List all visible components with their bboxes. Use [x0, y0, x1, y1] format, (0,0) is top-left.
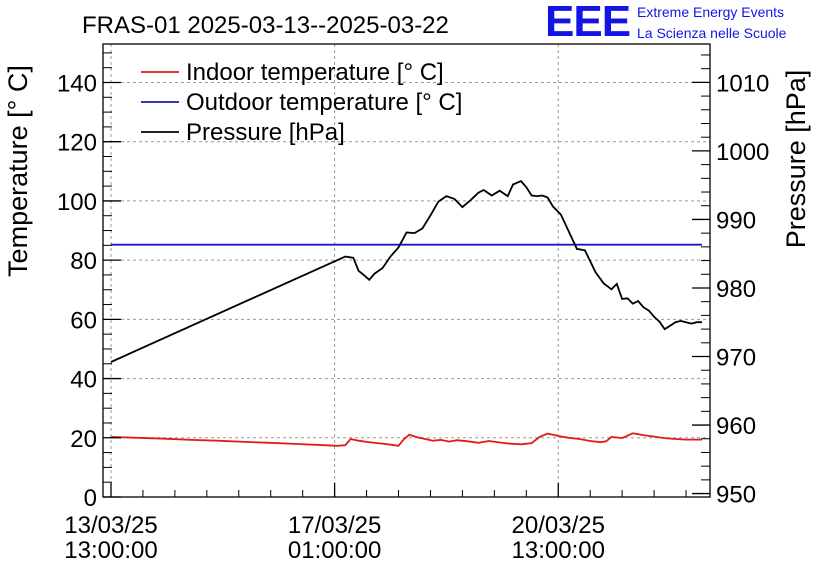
- y-tick-label: 80: [70, 248, 97, 275]
- y2-tick-label: 960: [716, 413, 756, 440]
- y-tick-label: 40: [70, 367, 97, 394]
- logo-mark: EEE: [545, 0, 631, 46]
- legend-label-0: Indoor temperature [° C]: [186, 59, 444, 86]
- y-tick-label: 140: [57, 70, 97, 97]
- x-tick-label-date: 13/03/25: [64, 512, 157, 539]
- legend-label-1: Outdoor temperature [° C]: [186, 89, 462, 116]
- legend-label-2: Pressure [hPa]: [186, 119, 345, 146]
- chart-title: FRAS-01 2025-03-13--2025-03-22: [82, 12, 449, 39]
- x-tick-label-date: 17/03/25: [288, 512, 381, 539]
- series-line-2: [110, 180, 702, 363]
- y-tick-label: 0: [84, 485, 97, 512]
- x-tick-label-time: 13:00:00: [64, 537, 157, 564]
- eee-logo: EEE Extreme Energy Events La Scienza nel…: [545, 0, 830, 46]
- logo-line-2: La Scienza nelle Scuole: [637, 25, 787, 41]
- y2-tick-label: 950: [716, 482, 756, 509]
- logo-line-1: Extreme Energy Events: [637, 4, 785, 20]
- plot-frame: [102, 43, 711, 498]
- x-tick-label-time: 01:00:00: [288, 537, 381, 564]
- y2-axis-label: Pressure [hPa]: [781, 70, 811, 249]
- y2-tick-label: 980: [716, 276, 756, 303]
- y-tick-label: 20: [70, 426, 97, 453]
- series-line-0: [110, 432, 702, 447]
- y2-tick-label: 1000: [716, 139, 769, 166]
- grid: [103, 44, 710, 497]
- left-axis: 0 20 40 60 80 100 120 140: [57, 52, 121, 512]
- x-tick-label-date: 20/03/25: [512, 512, 605, 539]
- legend: Indoor temperature [° C] Outdoor temperat…: [141, 59, 462, 146]
- y-tick-label: 120: [57, 130, 97, 157]
- y2-tick-label: 990: [716, 207, 756, 234]
- series-layer: [110, 180, 702, 447]
- y-axis-label: Temperature [° C]: [3, 65, 33, 277]
- y-tick-label: 60: [70, 307, 97, 334]
- right-axis: 950 960 970 980 990 1000 1010: [692, 54, 769, 509]
- x-axis: 13/03/2513:00:0017/03/2501:00:0020/03/25…: [64, 483, 687, 564]
- y2-tick-label: 1010: [716, 70, 769, 97]
- x-tick-label-time: 13:00:00: [512, 537, 605, 564]
- y2-tick-label: 970: [716, 345, 756, 372]
- y-tick-label: 100: [57, 189, 97, 216]
